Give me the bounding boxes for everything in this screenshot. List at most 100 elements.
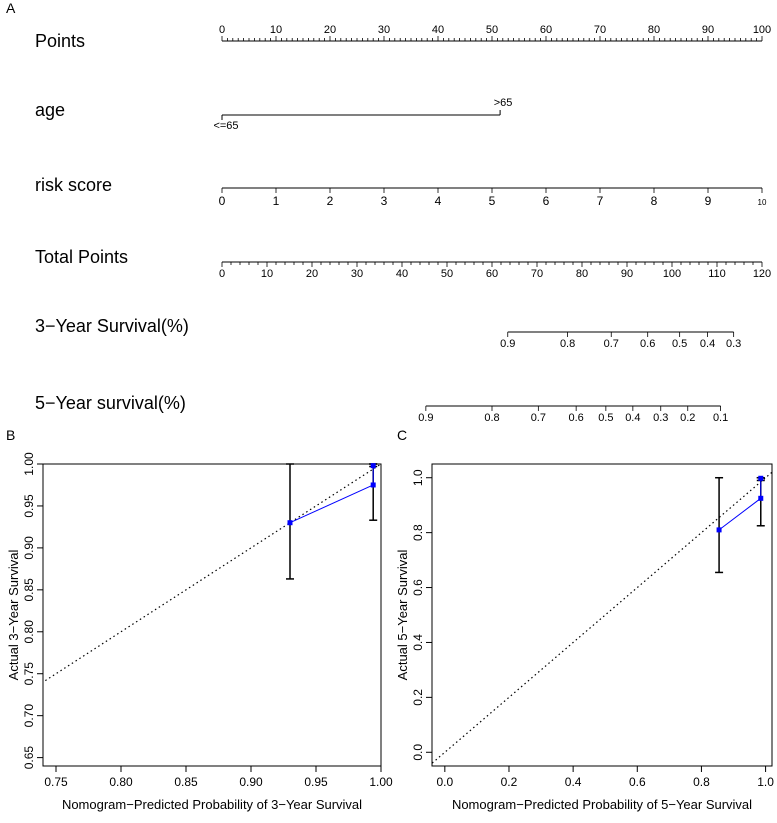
total-points-tick-label: 90	[621, 268, 633, 280]
total-points-tick-label: 60	[486, 268, 498, 280]
risk-score-tick-label: 4	[435, 194, 442, 208]
nomogram-row-label: 3−Year Survival(%)	[35, 316, 189, 336]
x-tick-label: 0.75	[44, 775, 68, 789]
survival-3-year-tick-label: 0.4	[700, 338, 715, 350]
nomogram-row-label: Total Points	[35, 247, 128, 267]
points-tick-label: 10	[270, 24, 282, 36]
total-points-tick-label: 110	[708, 268, 726, 280]
total-points-tick-label: 30	[351, 268, 363, 280]
survival-5-year-tick-label: 0.7	[531, 412, 546, 424]
total-points-tick-label: 80	[576, 268, 588, 280]
points-tick-label: 60	[540, 24, 552, 36]
y-tick-label: 0.6	[411, 579, 425, 596]
total-points-tick-label: 10	[261, 268, 273, 280]
risk-score-tick-label: 2	[327, 194, 334, 208]
survival-5-year-tick-label: 0.1	[713, 412, 728, 424]
survival-5-year-tick-label: 0.3	[653, 412, 668, 424]
y-tick-label: 0.65	[22, 746, 36, 770]
y-tick-label: 0.90	[22, 536, 36, 560]
calibration-point	[287, 520, 293, 526]
points-tick-label: 70	[594, 24, 606, 36]
x-tick-label: 0.85	[174, 775, 198, 789]
calibration-point	[370, 463, 376, 469]
risk-score-tick-label: 7	[597, 194, 604, 208]
total-points-tick-label: 120	[753, 268, 771, 280]
risk-score-tick-label: 5	[489, 194, 496, 208]
survival-3-year-tick-label: 0.7	[604, 338, 619, 350]
total-points-tick-label: 20	[306, 268, 318, 280]
calibration-point	[758, 495, 764, 501]
y-tick-label: 0.0	[411, 744, 425, 761]
survival-5-year-tick-label: 0.9	[418, 412, 433, 424]
y-tick-label: 0.70	[22, 704, 36, 728]
x-tick-label: 0.90	[239, 775, 263, 789]
survival-3-year-tick-label: 0.9	[500, 338, 515, 350]
survival-5-year-tick-label: 0.6	[569, 412, 584, 424]
x-tick-label: 0.0	[436, 775, 453, 789]
survival-3-year-tick-label: 0.8	[560, 338, 575, 350]
panel-label-b: B	[6, 427, 15, 443]
risk-score-tick-label: 10	[758, 198, 767, 207]
points-tick-label: 0	[219, 24, 225, 36]
points-tick-label: 90	[702, 24, 714, 36]
x-tick-label: 0.6	[629, 775, 646, 789]
calibration-plot-3-year: 0.75 0.80 0.85 0.90 0.95 1.00 0.65 0.70 0.75 0.80…	[6, 452, 393, 812]
risk-score-tick-label: 8	[651, 194, 658, 208]
nomogram: Points age risk score Total Points 3−Year Su…	[35, 24, 771, 424]
total-points-tick-label: 70	[531, 268, 543, 280]
x-axis-label: Nomogram−Predicted Probability of 5−Year…	[452, 797, 752, 812]
age-level-label: >65	[494, 97, 513, 109]
x-tick-label: 0.4	[565, 775, 582, 789]
risk-score-tick-label: 3	[381, 194, 388, 208]
survival-3-year-tick-label: 0.5	[672, 338, 687, 350]
y-tick-label: 0.8	[411, 524, 425, 541]
nomogram-row-label: Points	[35, 31, 85, 51]
survival-3-year-tick-label: 0.3	[726, 338, 741, 350]
panel-label-c: C	[397, 427, 407, 443]
survival-5-year-tick-label: 0.4	[625, 412, 640, 424]
points-tick-label: 80	[648, 24, 660, 36]
survival-5-year-tick-label: 0.5	[598, 412, 613, 424]
risk-score-tick-label: 0	[219, 194, 226, 208]
reference-diagonal-line	[432, 471, 772, 765]
x-tick-label: 0.80	[109, 775, 133, 789]
total-points-tick-label: 50	[441, 268, 453, 280]
x-tick-label: 0.8	[693, 775, 710, 789]
y-axis-label: Actual 3−Year Survival	[6, 550, 21, 681]
points-tick-label: 100	[753, 24, 771, 36]
calibration-point	[716, 527, 722, 533]
y-tick-label: 0.80	[22, 620, 36, 644]
x-tick-label: 1.0	[757, 775, 774, 789]
total-points-tick-label: 40	[396, 268, 408, 280]
calibration-point	[758, 475, 764, 481]
y-tick-label: 0.95	[22, 494, 36, 518]
y-tick-label: 0.4	[411, 634, 425, 651]
x-tick-label: 0.2	[501, 775, 518, 789]
survival-3-year-tick-label: 0.6	[640, 338, 655, 350]
x-tick-label: 1.00	[369, 775, 393, 789]
survival-5-year-tick-label: 0.8	[484, 412, 499, 424]
calibration-point	[370, 482, 376, 488]
panel-label-a: A	[6, 0, 16, 16]
risk-score-tick-label: 6	[543, 194, 550, 208]
reference-diagonal-line	[43, 464, 381, 683]
nomogram-row-label: 5−Year survival(%)	[35, 393, 186, 413]
points-tick-label: 50	[486, 24, 498, 36]
points-tick-label: 20	[324, 24, 336, 36]
risk-score-tick-label: 9	[705, 194, 712, 208]
nomogram-row-label: age	[35, 100, 65, 120]
y-tick-label: 0.75	[22, 662, 36, 686]
y-tick-label: 0.2	[411, 689, 425, 706]
y-tick-label: 1.0	[411, 469, 425, 486]
risk-score-tick-label: 1	[273, 194, 280, 208]
points-tick-label: 40	[432, 24, 444, 36]
calibration-line	[718, 478, 762, 531]
y-tick-label: 1.00	[22, 452, 36, 476]
plot-frame	[431, 463, 773, 767]
x-tick-label: 0.95	[304, 775, 328, 789]
y-axis-label: Actual 5−Year Survival	[395, 550, 410, 681]
x-axis-label: Nomogram−Predicted Probability of 3−Year…	[62, 797, 362, 812]
nomogram-row-label: risk score	[35, 175, 112, 195]
age-level-label: <=65	[213, 120, 238, 132]
